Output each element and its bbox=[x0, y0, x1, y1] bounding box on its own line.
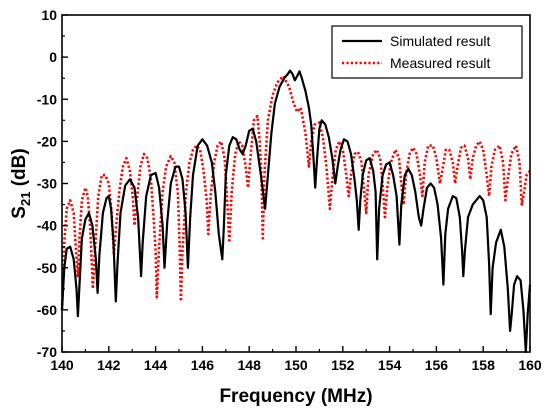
y-axis-title-unit: (dB) bbox=[9, 148, 30, 191]
y-axis-ticks: 10 0 -10 -20 -30 -40 -50 -60 -70 bbox=[37, 7, 68, 360]
x-tick-label: 146 bbox=[191, 357, 215, 373]
y-tick-label: -40 bbox=[37, 218, 57, 234]
y-tick-label: 10 bbox=[41, 7, 57, 23]
series-line-measured bbox=[60, 74, 531, 310]
x-tick-label: 154 bbox=[378, 357, 402, 373]
series-line-simulated bbox=[60, 69, 532, 354]
legend-box bbox=[331, 25, 523, 79]
legend: Simulated result Measured result bbox=[331, 25, 523, 79]
y-tick-label: 0 bbox=[49, 49, 57, 65]
x-axis-title: Frequency (MHz) bbox=[219, 386, 372, 407]
y-tick-label: -50 bbox=[37, 260, 57, 276]
y-tick-label: -20 bbox=[37, 133, 57, 149]
legend-label-simulated: Simulated result bbox=[390, 33, 490, 49]
x-tick-label: 142 bbox=[97, 357, 121, 373]
y-axis-title-subscript: 21 bbox=[18, 192, 33, 206]
x-tick-label: 148 bbox=[238, 357, 262, 373]
x-tick-label: 144 bbox=[144, 357, 168, 373]
x-tick-label: 158 bbox=[472, 357, 496, 373]
y-tick-label: -30 bbox=[37, 176, 57, 192]
y-axis-title-base: S bbox=[9, 206, 30, 219]
x-tick-label: 156 bbox=[425, 357, 449, 373]
y-tick-label: -60 bbox=[37, 302, 57, 318]
y-axis-title: S21 (dB) bbox=[9, 148, 33, 218]
x-axis-ticks: 140 142 144 146 148 150 152 154 156 158 160 bbox=[50, 346, 542, 373]
y-tick-label: -10 bbox=[37, 91, 57, 107]
x-tick-label: 160 bbox=[518, 357, 542, 373]
legend-label-measured: Measured result bbox=[390, 55, 490, 71]
x-tick-label: 150 bbox=[284, 357, 308, 373]
series-layer bbox=[60, 69, 532, 354]
x-tick-label: 140 bbox=[50, 357, 74, 373]
y-tick-label: -70 bbox=[37, 344, 57, 360]
x-tick-label: 152 bbox=[331, 357, 355, 373]
